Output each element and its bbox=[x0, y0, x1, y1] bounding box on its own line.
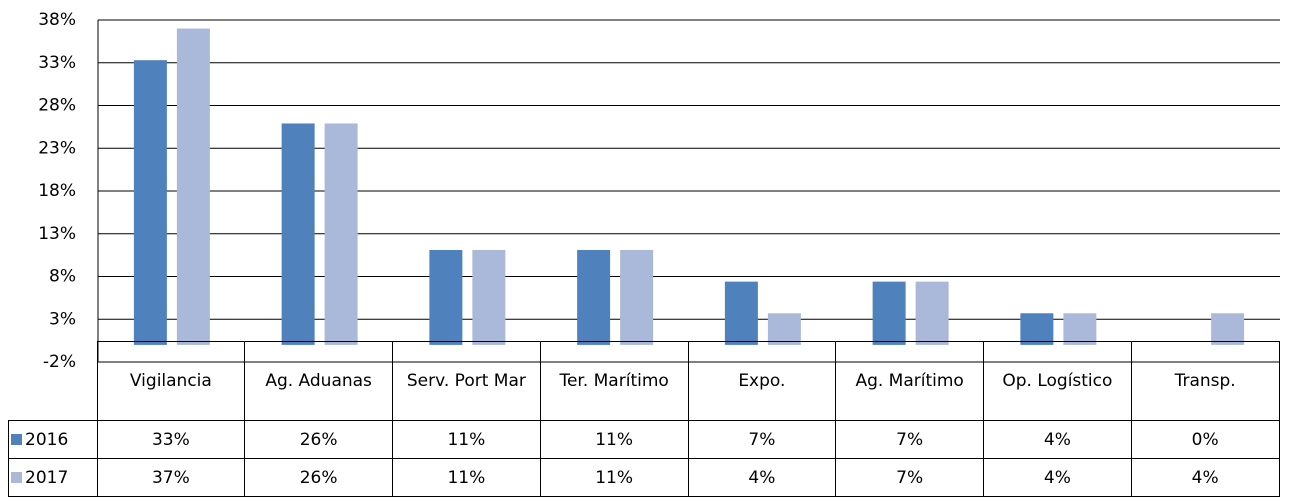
bar bbox=[577, 249, 611, 345]
bar bbox=[915, 281, 949, 345]
bar bbox=[767, 313, 801, 345]
table-corner bbox=[8, 341, 98, 421]
legend-label: 2016 bbox=[25, 429, 69, 450]
y-tick-label: 3% bbox=[49, 309, 76, 329]
category-label: Transp. bbox=[1130, 341, 1280, 421]
y-tick-label: 18% bbox=[38, 181, 76, 201]
category-label: Ter. Marítimo bbox=[539, 341, 689, 421]
value-label: 4% bbox=[687, 458, 837, 497]
value-label: 4% bbox=[983, 458, 1132, 497]
y-tick-label: 33% bbox=[38, 53, 76, 73]
y-tick-label: 38% bbox=[38, 10, 76, 30]
bar bbox=[620, 249, 654, 345]
y-tick-label: 28% bbox=[38, 96, 76, 116]
data-table: Vigilancia Ag. Aduanas Serv. Port Mar Ter. … bbox=[8, 341, 1280, 497]
value-label: 7% bbox=[687, 420, 837, 459]
bar bbox=[1063, 313, 1097, 345]
value-label: 4% bbox=[983, 420, 1132, 459]
bar bbox=[1211, 313, 1245, 345]
category-label: Ag. Marítimo bbox=[835, 341, 984, 421]
legend-entry: 2016 bbox=[8, 420, 98, 459]
legend-swatch bbox=[11, 471, 22, 483]
value-label: 11% bbox=[392, 458, 541, 497]
bar bbox=[724, 281, 758, 345]
value-label: 11% bbox=[392, 420, 541, 459]
bar bbox=[324, 123, 358, 345]
category-label: Expo. bbox=[687, 341, 837, 421]
category-label: Ag. Aduanas bbox=[244, 341, 393, 421]
value-label: 26% bbox=[244, 420, 393, 459]
bar bbox=[472, 249, 506, 345]
value-label: 4% bbox=[1130, 458, 1280, 497]
bar bbox=[133, 60, 167, 345]
value-label: 7% bbox=[835, 458, 984, 497]
bar bbox=[1020, 313, 1054, 345]
category-label: Op. Logístico bbox=[983, 341, 1132, 421]
legend-swatch bbox=[11, 433, 22, 445]
table-row: 2016 33% 26% 11% 11% 7% 7% 4% 0% bbox=[8, 420, 1280, 459]
value-label: 33% bbox=[96, 420, 246, 459]
category-label: Vigilancia bbox=[96, 341, 246, 421]
y-tick-label: 13% bbox=[38, 224, 76, 244]
value-label: 11% bbox=[539, 420, 689, 459]
value-label: 26% bbox=[244, 458, 393, 497]
bar bbox=[872, 281, 906, 345]
value-label: 11% bbox=[539, 458, 689, 497]
category-label: Serv. Port Mar bbox=[392, 341, 541, 421]
bar bbox=[176, 28, 210, 345]
value-label: 37% bbox=[96, 458, 246, 497]
value-label: 0% bbox=[1130, 420, 1280, 459]
bar bbox=[429, 249, 463, 345]
bar bbox=[281, 123, 315, 345]
legend-label: 2017 bbox=[25, 467, 69, 488]
y-tick-label: 23% bbox=[38, 138, 76, 158]
table-row: 2017 37% 26% 11% 11% 4% 7% 4% 4% bbox=[8, 458, 1280, 497]
value-label: 7% bbox=[835, 420, 984, 459]
table-header: Vigilancia Ag. Aduanas Serv. Port Mar Ter. … bbox=[8, 341, 1280, 421]
legend-entry: 2017 bbox=[8, 458, 98, 497]
y-tick-label: 8% bbox=[49, 267, 76, 287]
